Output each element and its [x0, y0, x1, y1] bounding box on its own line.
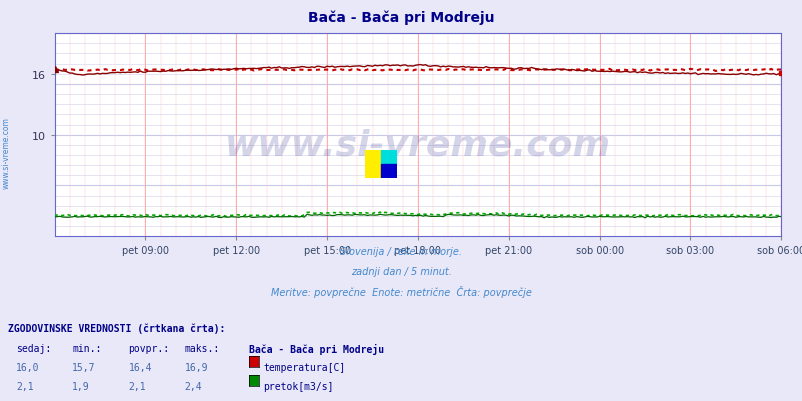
Text: www.si-vreme.com: www.si-vreme.com — [2, 117, 11, 188]
Text: 1,9: 1,9 — [72, 381, 90, 391]
Text: povpr.:: povpr.: — [128, 343, 169, 353]
Text: zadnji dan / 5 minut.: zadnji dan / 5 minut. — [350, 266, 452, 276]
Text: 15,7: 15,7 — [72, 362, 95, 372]
Text: ZGODOVINSKE VREDNOSTI (črtkana črta):: ZGODOVINSKE VREDNOSTI (črtkana črta): — [8, 323, 225, 333]
Text: temperatura[C]: temperatura[C] — [263, 362, 345, 372]
Text: min.:: min.: — [72, 343, 102, 353]
Text: Bača - Bača pri Modreju: Bača - Bača pri Modreju — [308, 10, 494, 24]
Text: Bača - Bača pri Modreju: Bača - Bača pri Modreju — [249, 343, 383, 354]
Bar — [381, 150, 397, 164]
Text: Slovenija / reke in morje.: Slovenija / reke in morje. — [340, 247, 462, 257]
Text: maks.:: maks.: — [184, 343, 220, 353]
Text: pretok[m3/s]: pretok[m3/s] — [263, 381, 334, 391]
Text: 16,9: 16,9 — [184, 362, 208, 372]
Text: 2,1: 2,1 — [128, 381, 146, 391]
Text: 16,0: 16,0 — [16, 362, 39, 372]
Polygon shape — [381, 164, 397, 178]
Text: www.si-vreme.com: www.si-vreme.com — [225, 128, 610, 162]
Text: 16,4: 16,4 — [128, 362, 152, 372]
Text: sedaj:: sedaj: — [16, 343, 51, 353]
Text: 2,1: 2,1 — [16, 381, 34, 391]
Text: Meritve: povprečne  Enote: metrične  Črta: povprečje: Meritve: povprečne Enote: metrične Črta:… — [271, 285, 531, 297]
Bar — [365, 150, 381, 178]
Text: 2,4: 2,4 — [184, 381, 202, 391]
